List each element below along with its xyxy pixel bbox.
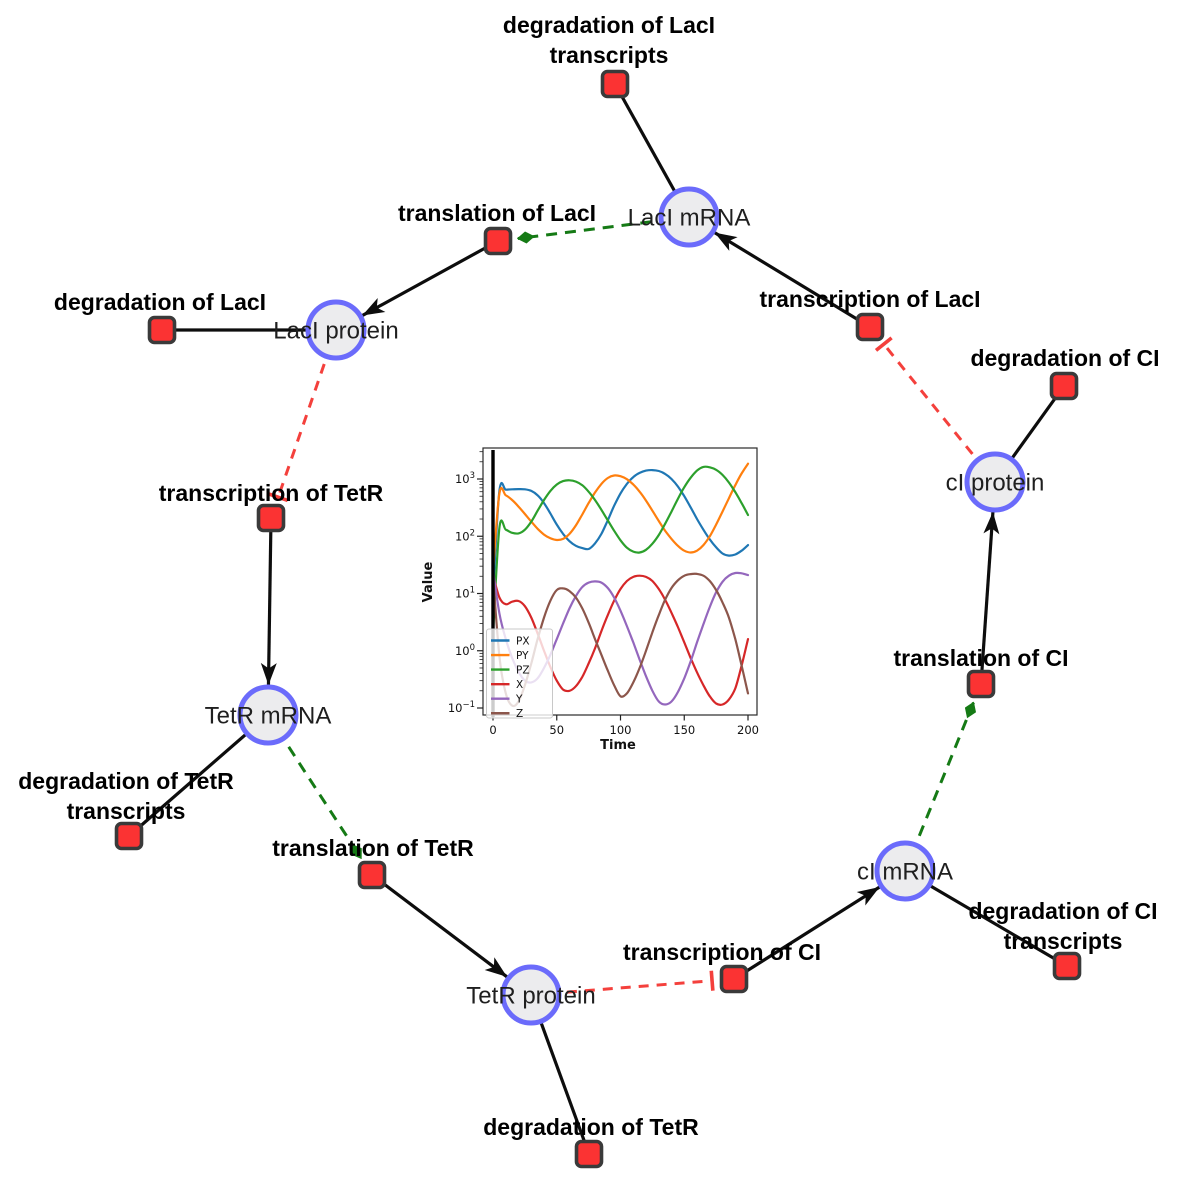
legend-label-px: PX xyxy=(516,635,530,647)
reaction-node-deg-laci-tx xyxy=(600,69,630,99)
reaction-label-deg-ci: degradation of CI xyxy=(970,345,1159,371)
reaction-label-tc-laci: transcription of LacI xyxy=(759,286,980,312)
reaction-node-tl-tetr xyxy=(357,860,387,890)
reaction-node-deg-ci xyxy=(1049,371,1079,401)
x-tick-label-200: 200 xyxy=(737,723,759,737)
species-nodes xyxy=(237,186,1026,1026)
reaction-node-tc-ci xyxy=(719,964,749,994)
y-axis-label: Value xyxy=(421,561,436,602)
chart-legend: PX PY PZ XYZ xyxy=(486,628,553,720)
reaction-node-deg-laci xyxy=(147,315,177,345)
edge-production-tc-tetr-to-tetr-mrna xyxy=(260,517,277,686)
reaction-label-deg-tetr: degradation of TetR xyxy=(483,1114,699,1140)
series-line-pz xyxy=(491,465,750,635)
reaction-node-tc-tetr xyxy=(256,503,286,533)
legend-label-y: Y xyxy=(515,694,523,706)
network-edges xyxy=(127,83,1068,1155)
edge-inhibition-laci-protein-to-tc-tetr xyxy=(268,329,338,503)
reaction-label-deg-tetr-tx-line1: degradation of TetR xyxy=(18,768,234,794)
x-axis-label: Time xyxy=(600,738,636,753)
species-node-ci-mrna xyxy=(874,840,936,902)
species-node-laci-mrna xyxy=(658,186,720,248)
edge-production-tc-laci-to-laci-mrna xyxy=(713,231,871,329)
species-node-tetr-protein xyxy=(500,964,562,1026)
chart-axis-ticks: 10−1 100 101 102 103 0 50 100 150 200 xyxy=(448,451,759,737)
species-node-ci-protein xyxy=(964,451,1026,513)
legend-label-x: X xyxy=(516,679,523,691)
legend-label-pz: PZ xyxy=(516,664,530,676)
reaction-label-tc-ci: transcription of CI xyxy=(623,939,821,965)
reaction-label-tc-tetr: transcription of TetR xyxy=(159,480,384,506)
y-tick-label-1e1: 101 xyxy=(455,586,475,601)
reaction-node-tc-laci xyxy=(855,312,885,342)
reaction-label-deg-laci: degradation of LacI xyxy=(54,289,266,315)
edge-production-tl-tetr-to-tetr-protein xyxy=(371,873,509,979)
x-tick-label-50: 50 xyxy=(549,723,564,737)
reaction-label-deg-laci-tx-line1: degradation of LacI xyxy=(503,12,715,38)
y-tick-label-1e2: 102 xyxy=(455,528,475,543)
y-tick-label-1e3: 103 xyxy=(455,471,475,486)
species-label-ci-mrna: cI mRNA xyxy=(857,858,953,885)
legend-label-py: PY xyxy=(516,650,529,662)
reaction-nodes xyxy=(114,69,1082,1169)
species-label-tetr-mrna: TetR mRNA xyxy=(205,702,332,729)
reaction-node-deg-ci-tx xyxy=(1052,951,1082,981)
reaction-node-deg-tetr-tx xyxy=(114,821,144,851)
network-labels: LacI mRNA LacI protein TetR mRNA TetR prote… xyxy=(18,12,1159,1140)
x-tick-label-0: 0 xyxy=(489,723,496,737)
edge-production-tc-ci-to-ci-mrna xyxy=(733,885,881,981)
reaction-label-tl-ci: translation of CI xyxy=(893,645,1068,671)
series-line-px xyxy=(491,468,750,595)
reaction-label-deg-ci-tx-line1: degradation of CI xyxy=(968,898,1157,924)
species-label-tetr-protein: TetR protein xyxy=(466,982,595,1009)
x-tick-label-100: 100 xyxy=(610,723,632,737)
species-node-tetr-mrna xyxy=(237,684,299,746)
species-label-laci-protein: LacI protein xyxy=(273,317,398,344)
species-label-ci-protein: cI protein xyxy=(946,469,1045,496)
edge-consumption-ci-mrna-to-deg-ci-tx xyxy=(904,869,1068,968)
species-node-laci-protein xyxy=(305,299,367,361)
legend-box xyxy=(486,628,553,719)
edge-production-tl-ci-to-ci-protein xyxy=(979,511,1000,685)
edge-inhibition-ci-protein-to-tc-laci xyxy=(874,336,997,483)
reaction-label-deg-laci-tx-line2: transcripts xyxy=(550,42,669,68)
reaction-label-deg-ci-tx-line2: transcripts xyxy=(1004,928,1123,954)
y-tick-label-1e-1: 10−1 xyxy=(448,700,475,715)
reaction-label-tl-tetr: translation of TetR xyxy=(272,835,474,861)
reaction-label-tl-laci: translation of LacI xyxy=(398,200,596,226)
reaction-node-tl-ci xyxy=(966,669,996,699)
edge-inhibition-tetr-protein-to-tc-ci xyxy=(530,970,715,997)
y-tick-label-1e0: 100 xyxy=(455,643,475,658)
reaction-label-deg-tetr-tx-line2: transcripts xyxy=(67,798,186,824)
x-tick-label-150: 150 xyxy=(673,723,695,737)
edge-production-tl-laci-to-laci-protein xyxy=(361,239,499,317)
series-line-py xyxy=(491,462,750,572)
reaction-node-deg-tetr xyxy=(574,1139,604,1169)
legend-label-z: Z xyxy=(516,708,523,720)
edge-consumption-tetr-mrna-to-deg-tetr-tx xyxy=(127,713,270,838)
reaction-node-tl-laci xyxy=(483,226,513,256)
species-label-laci-mrna: LacI mRNA xyxy=(628,204,751,231)
